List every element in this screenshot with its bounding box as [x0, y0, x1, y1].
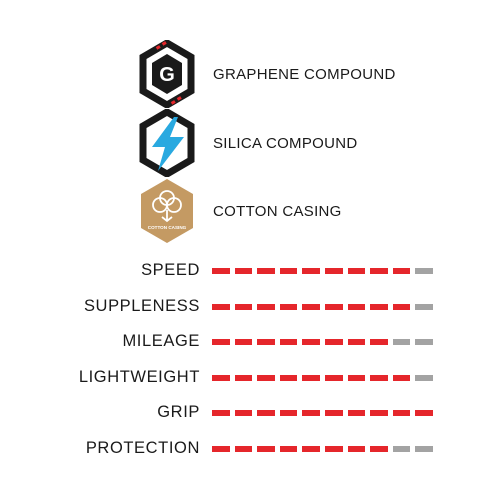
rating-bar: [212, 339, 433, 345]
rating-segment-filled: [234, 303, 253, 310]
feature-label-cotton: COTTON CASING: [213, 202, 342, 220]
rating-segment-filled: [302, 268, 320, 274]
rating-segment-filled: [347, 410, 366, 416]
rating-segment-filled: [302, 303, 320, 310]
rating-segment-filled: [302, 410, 320, 416]
rating-segment-filled: [347, 268, 366, 274]
rating-row-protection: PROTECTION: [0, 436, 500, 462]
feature-label-silica: SILICA COMPOUND: [213, 134, 358, 152]
rating-segment-filled: [370, 268, 388, 274]
feature-label-graphene: GRAPHENE COMPOUND: [213, 65, 396, 83]
rating-segment-filled: [279, 268, 298, 274]
rating-row-grip: GRIP: [0, 400, 500, 426]
rating-segment-filled: [392, 374, 411, 381]
rating-segment-filled: [347, 303, 366, 310]
rating-segment-filled: [234, 374, 253, 381]
rating-bar: [212, 303, 433, 310]
rating-segment-filled: [257, 374, 275, 381]
rating-segment-empty: [392, 339, 411, 345]
rating-segment-empty: [415, 339, 433, 345]
rating-segment-filled: [212, 374, 230, 381]
feature-silica: SILICA COMPOUND: [138, 107, 357, 179]
rating-segment-filled: [370, 410, 388, 416]
rating-row-lightweight: LIGHTWEIGHT: [0, 365, 500, 391]
rating-segment-filled: [279, 339, 298, 345]
rating-segment-filled: [324, 268, 343, 274]
rating-segment-filled: [257, 268, 275, 274]
feature-graphene: G GRAPHENE COMPOUND: [138, 38, 395, 110]
rating-segment-filled: [392, 410, 411, 416]
rating-segment-filled: [370, 445, 388, 452]
rating-segment-filled: [212, 445, 230, 452]
graphene-g-icon: G: [139, 40, 195, 108]
rating-row-speed: SPEED: [0, 258, 500, 284]
rating-segment-filled: [279, 303, 298, 310]
feature-cotton: COTTON CASING COTTON CASING: [138, 175, 341, 247]
rating-segment-filled: [257, 303, 275, 310]
rating-segment-filled: [212, 339, 230, 345]
rating-label: SPEED: [141, 261, 200, 279]
rating-segment-filled: [212, 268, 230, 274]
rating-segment-filled: [234, 445, 253, 452]
rating-segment-empty: [415, 303, 433, 310]
rating-segment-filled: [302, 374, 320, 381]
rating-bar: [212, 374, 433, 381]
rating-segment-filled: [347, 339, 366, 345]
rating-segment-filled: [302, 445, 320, 452]
rating-segment-filled: [347, 445, 366, 452]
rating-segment-filled: [392, 268, 411, 274]
rating-segment-filled: [234, 268, 253, 274]
cotton-casing-icon: COTTON CASING: [141, 179, 193, 243]
rating-segment-filled: [212, 303, 230, 310]
rating-segment-filled: [324, 374, 343, 381]
rating-segment-empty: [415, 374, 433, 381]
rating-label: LIGHTWEIGHT: [78, 367, 200, 386]
rating-label: SUPPLENESS: [83, 296, 200, 315]
rating-row-suppleness: SUPPLENESS: [0, 294, 500, 320]
rating-segment-filled: [279, 445, 298, 452]
rating-segment-filled: [212, 410, 230, 416]
rating-segment-filled: [302, 339, 320, 345]
graphene-letter: G: [159, 64, 175, 86]
rating-segment-filled: [279, 374, 298, 381]
rating-label: GRIP: [157, 403, 200, 421]
rating-segment-filled: [257, 445, 275, 452]
rating-segment-filled: [347, 374, 366, 381]
rating-segment-filled: [370, 303, 388, 310]
rating-label: PROTECTION: [85, 438, 200, 457]
cotton-badge-text: COTTON CASING: [148, 225, 187, 230]
rating-segment-filled: [370, 339, 388, 345]
rating-segment-filled: [234, 410, 253, 416]
rating-segment-filled: [415, 410, 433, 416]
rating-segment-filled: [324, 339, 343, 345]
rating-segment-empty: [415, 268, 433, 274]
rating-segment-filled: [324, 303, 343, 310]
rating-segment-empty: [392, 445, 411, 452]
rating-segment-filled: [234, 339, 253, 345]
rating-row-mileage: MILEAGE: [0, 329, 500, 355]
rating-segment-filled: [324, 445, 343, 452]
rating-segment-filled: [279, 410, 298, 416]
rating-bar: [212, 410, 433, 416]
rating-segment-filled: [392, 303, 411, 310]
rating-segment-filled: [324, 410, 343, 416]
rating-segment-empty: [415, 445, 433, 452]
rating-segment-filled: [370, 374, 388, 381]
rating-bar: [212, 268, 433, 274]
silica-lightning-icon: [139, 109, 195, 177]
rating-segment-filled: [257, 339, 275, 345]
rating-bar: [212, 445, 433, 452]
rating-label: MILEAGE: [122, 332, 200, 350]
rating-segment-filled: [257, 410, 275, 416]
